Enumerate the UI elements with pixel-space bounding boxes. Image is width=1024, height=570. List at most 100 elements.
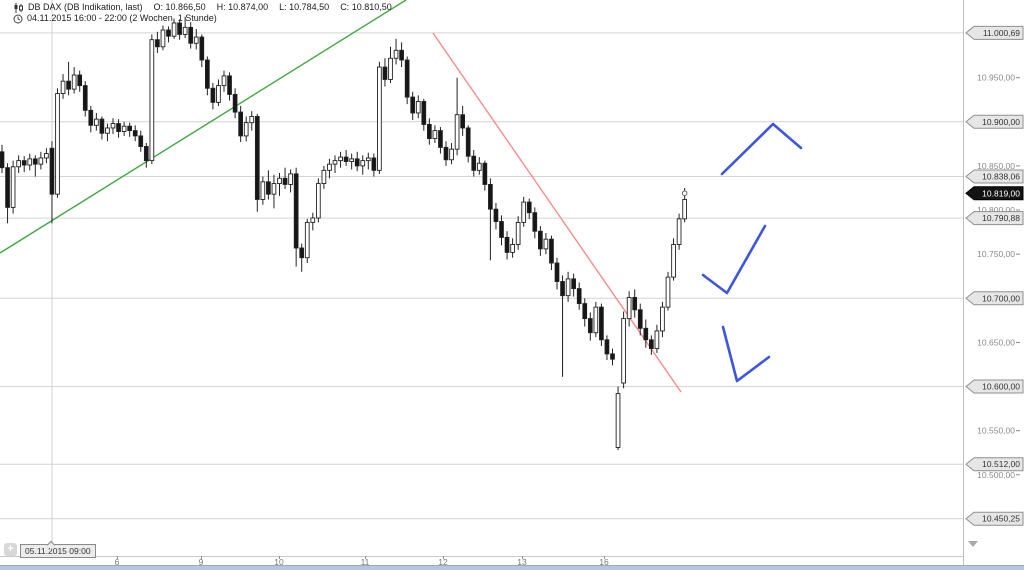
time-axis[interactable]: 6 9 10 11 12 13 16	[0, 556, 963, 567]
scenario-arrow-up[interactable]	[720, 122, 803, 176]
candle	[121, 121, 127, 136]
candle	[171, 18, 177, 39]
candle	[521, 196, 527, 227]
candle	[404, 56, 410, 105]
candle	[576, 282, 582, 310]
candle	[149, 34, 155, 165]
candle	[649, 335, 654, 355]
current-price-tag: 10.819,00	[965, 186, 1024, 201]
candle	[216, 79, 221, 106]
ohlc-open: O: 10.866,50	[153, 2, 206, 12]
candle	[465, 125, 471, 163]
price-level-tag[interactable]: 10.900,00	[965, 114, 1024, 129]
candle	[393, 38, 399, 65]
add-button[interactable]: +	[4, 543, 17, 556]
price-tick-label: 10.500,00	[977, 470, 1015, 480]
candle	[637, 303, 643, 336]
chart-plot-area[interactable]: DB DAX (DB Indikation, last) O: 10.866,5…	[0, 0, 963, 557]
price-level-tags[interactable]: 11.000,69 10.900,00 10.838,06 10.790,88 10.7…	[965, 25, 1024, 526]
candle	[332, 155, 338, 173]
price-tick-label: 10.750,00	[977, 249, 1015, 259]
candle	[560, 275, 565, 377]
candle	[515, 216, 521, 250]
candle	[321, 165, 327, 189]
candle	[127, 122, 132, 137]
time-tick-label: 6	[114, 557, 120, 567]
candle	[310, 212, 316, 231]
candle	[582, 298, 588, 327]
candle	[427, 118, 432, 145]
candle	[88, 105, 94, 133]
candle	[543, 232, 549, 255]
price-level-tag[interactable]: 10.700,00	[965, 291, 1024, 306]
downtrend-line[interactable]	[432, 32, 682, 393]
candle	[343, 150, 349, 166]
candle	[665, 271, 671, 311]
time-tick-label: 10	[274, 557, 284, 567]
candle	[110, 118, 116, 135]
candle	[532, 207, 538, 239]
time-tick-label: 12	[438, 557, 448, 567]
uptrend-line[interactable]	[0, 0, 407, 254]
price-level-tag[interactable]: 11.000,69	[965, 25, 1024, 40]
price-level-tag[interactable]: 10.512,00	[965, 457, 1024, 472]
candle	[499, 215, 504, 246]
price-level-lines[interactable]	[0, 32, 963, 520]
chart-period-label: 04.11.2015 16:00 - 22:00 (2 Wochen, 1 St…	[27, 13, 217, 23]
candle	[266, 170, 271, 200]
candle	[432, 125, 438, 143]
chart-header: DB DAX (DB Indikation, last) O: 10.866,5…	[13, 2, 392, 24]
time-tick	[117, 556, 118, 559]
candles	[0, 16, 687, 451]
ohlc-high: H: 10.874,00	[216, 2, 269, 12]
axis-scroll-down-icon[interactable]	[968, 541, 978, 547]
candle	[415, 95, 421, 119]
candle	[93, 112, 99, 131]
candle	[182, 16, 188, 38]
scenario-check-low[interactable]	[721, 325, 771, 383]
candle	[504, 231, 510, 260]
candle	[399, 42, 404, 68]
price-level-tag[interactable]: 10.838,06	[965, 169, 1024, 184]
price-level-tag[interactable]: 10.450,25	[965, 511, 1024, 526]
price-tick-label: 10.800,00	[977, 205, 1015, 215]
candle	[55, 88, 60, 198]
candle	[676, 213, 682, 250]
price-level-tag[interactable]: 10.790,88	[965, 211, 1024, 226]
time-tick	[604, 556, 605, 559]
candle	[277, 172, 282, 196]
scenario-check-mid[interactable]	[701, 224, 767, 295]
price-tick-label: 10.850,00	[977, 161, 1015, 171]
candle	[66, 61, 71, 96]
candle	[32, 155, 38, 177]
candle	[587, 312, 593, 341]
candle	[38, 151, 44, 170]
chart-canvas[interactable]	[0, 0, 963, 556]
candle	[260, 176, 266, 205]
candle	[488, 178, 493, 261]
candle	[565, 271, 571, 302]
candle	[71, 67, 77, 94]
horizontal-scrollbar[interactable]	[0, 565, 1024, 570]
blue-scenario-drawings[interactable]	[701, 122, 803, 383]
candle	[27, 153, 33, 171]
cursor-date-label: 05.11.2015 09:00	[25, 546, 91, 556]
price-axis[interactable]: 10.950,00 10.850,00 10.800,00 10.750,00 10.6…	[963, 0, 1024, 570]
candle	[227, 72, 232, 101]
candle	[338, 151, 343, 168]
trend-lines[interactable]	[0, 0, 682, 393]
price-level-tag[interactable]: 10.600,00	[965, 379, 1024, 394]
instrument-title: DB DAX (DB Indikation, last)	[28, 2, 143, 12]
candle	[626, 291, 632, 327]
candle	[538, 225, 543, 256]
instrument-icon	[14, 2, 23, 13]
candle	[288, 169, 293, 193]
candle	[238, 105, 243, 143]
time-tick	[443, 556, 444, 559]
candle	[299, 243, 305, 272]
candle	[254, 113, 260, 212]
cursor-date-tag: 05.11.2015 09:00	[20, 540, 96, 558]
candle	[476, 157, 482, 175]
candle	[615, 386, 621, 451]
candle	[371, 153, 377, 177]
